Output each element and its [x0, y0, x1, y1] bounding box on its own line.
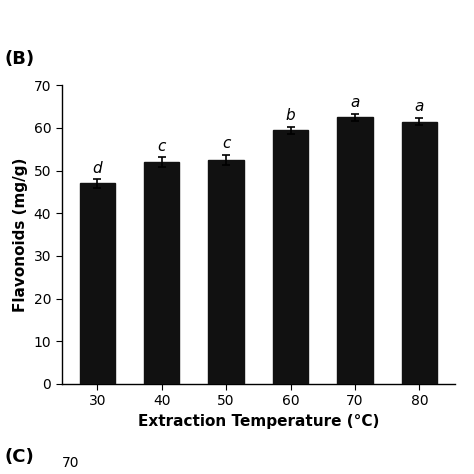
Text: a: a [350, 95, 360, 110]
Text: (C): (C) [5, 448, 35, 466]
Text: c: c [222, 137, 230, 152]
Text: d: d [92, 161, 102, 176]
X-axis label: Extraction Temperature (°C): Extraction Temperature (°C) [137, 414, 379, 429]
Bar [273, 130, 308, 384]
Bar [337, 118, 373, 384]
Bar [401, 122, 437, 384]
Text: b: b [286, 108, 295, 123]
Bar [80, 183, 115, 384]
Text: a: a [415, 100, 424, 114]
Text: 70: 70 [62, 456, 79, 470]
Text: (B): (B) [5, 50, 35, 68]
Bar [209, 160, 244, 384]
Bar [144, 162, 179, 384]
Y-axis label: Flavonoids (mg/g): Flavonoids (mg/g) [13, 157, 28, 312]
Text: c: c [157, 138, 166, 154]
